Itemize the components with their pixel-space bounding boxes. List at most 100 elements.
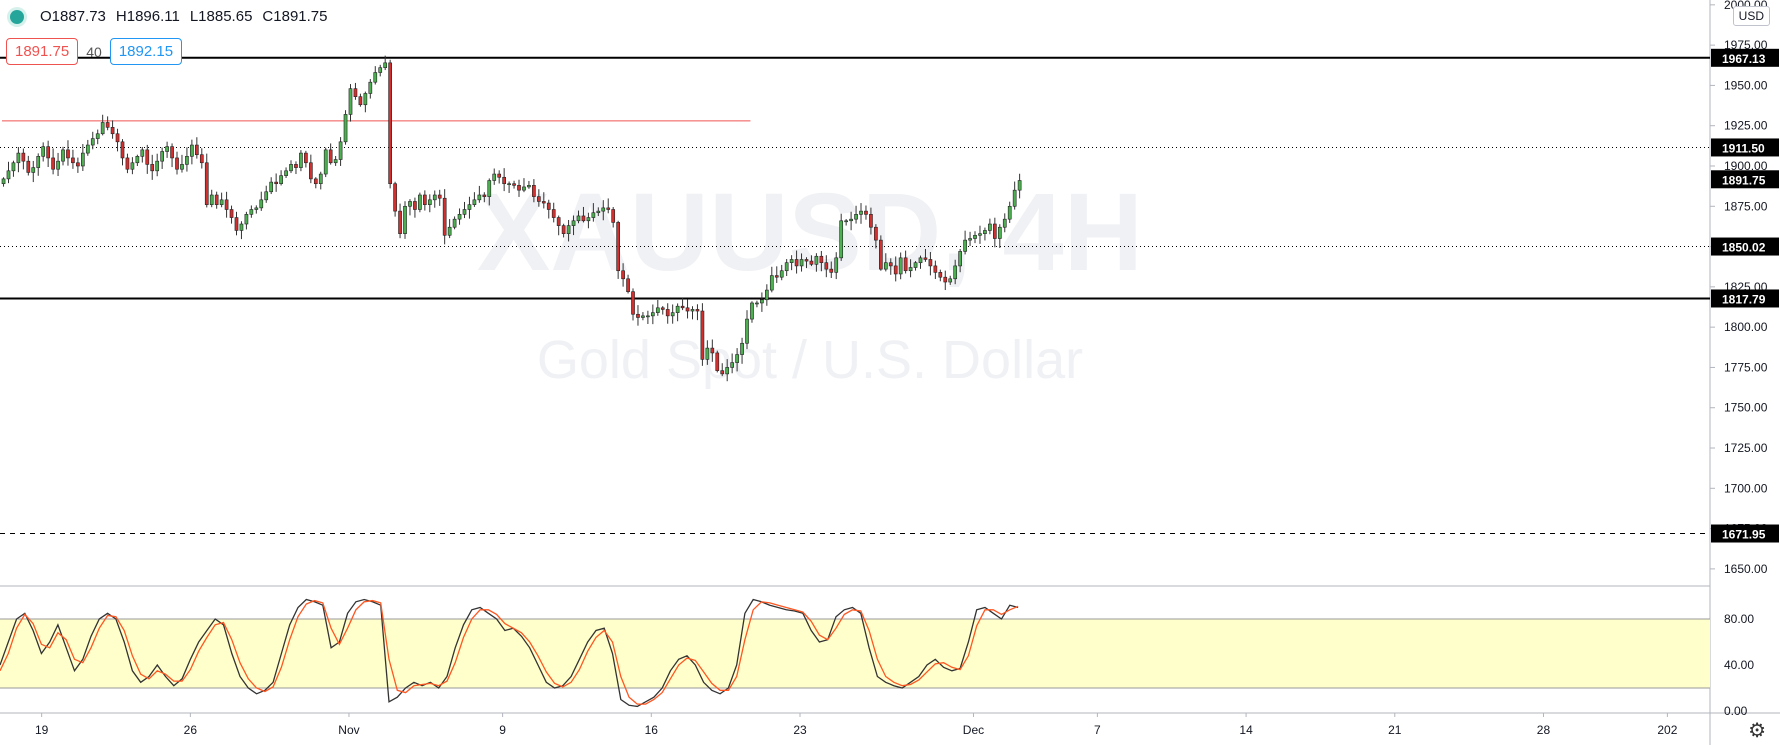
candle-body	[660, 307, 665, 310]
candle-body	[883, 262, 888, 270]
price-tick-label: 1925.00	[1724, 119, 1768, 133]
candle-body	[1012, 189, 1017, 207]
time-tick-label: 7	[1094, 723, 1101, 737]
candle-body	[477, 194, 482, 201]
close-value: C1891.75	[262, 8, 328, 25]
level-label: 1850.02	[1722, 241, 1766, 255]
candle-body	[695, 309, 700, 312]
price-tick-label: 1875.00	[1724, 199, 1768, 213]
ohlc-legend: O1887.73 H1896.11 L1885.65 C1891.75	[10, 8, 327, 25]
candle-body	[373, 72, 378, 83]
candle-body	[279, 175, 283, 185]
candle-body	[85, 144, 90, 154]
price-tick-label: 1650.00	[1724, 562, 1768, 576]
time-tick-label: 21	[1388, 723, 1402, 737]
candle-body	[794, 259, 799, 267]
candle-body	[462, 209, 467, 215]
candle-body	[963, 239, 967, 252]
candle-body	[437, 194, 442, 199]
level-label: 1817.79	[1722, 292, 1766, 306]
candle-body	[765, 289, 769, 301]
candle-body	[898, 257, 903, 275]
level-label: 1911.50	[1722, 141, 1765, 155]
candle-body	[869, 214, 873, 228]
price-tick-label: 1900.00	[1724, 159, 1768, 173]
buy-button[interactable]: 1892.15	[109, 38, 183, 65]
candle-body	[779, 270, 784, 278]
candle-body	[125, 157, 130, 170]
low-value: L1885.65	[189, 8, 253, 25]
candle-body	[933, 265, 938, 273]
candle-body	[249, 209, 254, 215]
currency-button[interactable]: USD	[1732, 6, 1770, 26]
candle-body	[160, 151, 164, 162]
candle-body	[834, 257, 839, 273]
candle-body	[918, 257, 923, 263]
candle-body	[368, 81, 373, 94]
candle-body	[442, 197, 447, 236]
candle-body	[229, 209, 234, 218]
candle-body	[616, 222, 620, 272]
candle-body	[219, 199, 224, 205]
candle-body	[675, 305, 680, 313]
time-tick-label: 14	[1239, 723, 1253, 737]
candle-body	[769, 275, 774, 291]
gear-icon[interactable]: ⚙	[1748, 720, 1766, 742]
candle-body	[120, 141, 125, 159]
market-status-icon	[10, 9, 24, 24]
candle-body	[497, 173, 502, 178]
candle-body	[383, 62, 388, 68]
watermark-symbol: XAUUSD, 4H	[477, 171, 1143, 294]
candle-body	[507, 183, 511, 186]
candle-body	[328, 149, 333, 164]
candle-body	[482, 194, 487, 197]
level-label: 1671.95	[1722, 528, 1766, 542]
candle-body	[908, 267, 913, 272]
candle-body	[636, 313, 640, 318]
candle-body	[413, 201, 417, 210]
candle-body	[165, 146, 169, 152]
price-tick-label: 1725.00	[1724, 441, 1768, 455]
candle-body	[566, 225, 571, 234]
candle-body	[299, 152, 303, 168]
candle-body	[452, 218, 457, 228]
candle-body	[978, 233, 982, 236]
candle-body	[66, 149, 70, 159]
time-tick-label: 28	[1537, 723, 1551, 737]
candle-body	[730, 362, 734, 368]
candle-body	[923, 257, 928, 260]
candle-body	[725, 367, 730, 375]
spread-value: 40	[86, 43, 102, 60]
time-tick-label: Nov	[338, 723, 359, 737]
candle-body	[829, 268, 834, 273]
candle-body	[809, 260, 814, 265]
candle-body	[750, 302, 754, 320]
candle-body	[651, 312, 655, 317]
candle-body	[487, 180, 492, 197]
candle-body	[839, 220, 844, 259]
candle-body	[46, 146, 50, 159]
candle-body	[61, 149, 65, 162]
candle-body	[546, 202, 551, 210]
candle-body	[735, 354, 739, 363]
time-tick-label: 16	[645, 723, 659, 737]
level-label: 1967.13	[1722, 52, 1766, 66]
sell-button[interactable]: 1891.75	[6, 38, 79, 65]
candle-body	[522, 186, 526, 191]
candle-body	[720, 370, 725, 375]
candle-body	[467, 204, 472, 210]
candle-body	[204, 162, 209, 205]
candle-body	[502, 176, 506, 185]
level-label-box	[1711, 170, 1779, 189]
candle-body	[403, 205, 407, 234]
candle-body	[56, 160, 60, 170]
price-tick-label: 1800.00	[1724, 320, 1768, 334]
candle-body	[254, 207, 259, 210]
candle-body	[864, 210, 868, 215]
candle-body	[740, 342, 744, 355]
candle-body	[185, 156, 189, 165]
candle-body	[432, 194, 437, 201]
candle-body	[1002, 218, 1007, 228]
candle-body	[457, 214, 462, 220]
